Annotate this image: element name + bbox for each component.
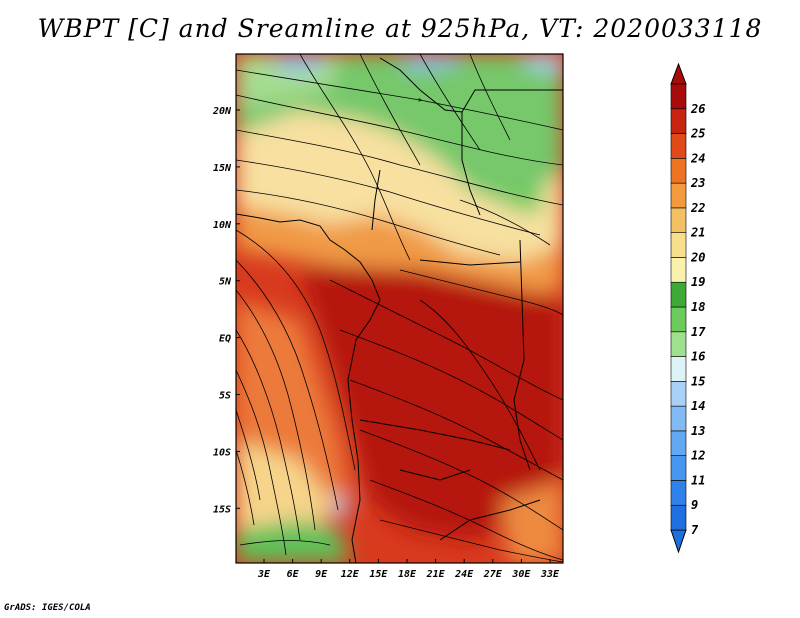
lat-tick-label: 15N: [213, 163, 232, 174]
lon-tick-label: 21E: [426, 569, 446, 580]
colorbar-label: 16: [691, 350, 705, 364]
colorbar-segment: [670, 381, 687, 407]
colorbar-label: 9: [691, 498, 698, 512]
lat-tick-label: 10S: [213, 447, 231, 458]
colorbar-label: 12: [691, 449, 705, 463]
lat-tick-label: 5S: [219, 391, 231, 402]
map-frame: [235, 53, 564, 564]
colorbar-label: 13: [691, 424, 705, 438]
colorbar-segment: [670, 83, 687, 110]
colorbar-label: 22: [690, 201, 705, 215]
colorbar-label: 23: [690, 176, 705, 190]
colorbar-segment: [670, 480, 687, 506]
colorbar-segment: [670, 232, 687, 258]
lon-tick-label: 9E: [315, 569, 328, 580]
colorbar-segment: [670, 455, 687, 481]
lat-tick-label: 15S: [213, 504, 231, 515]
colorbar-label: 11: [691, 473, 705, 487]
colorbar-segment: [670, 133, 687, 159]
colorbar-label: 19: [691, 275, 705, 289]
lat-tick-label: EQ: [219, 334, 231, 345]
lat-tick-label: 10N: [213, 220, 232, 231]
lon-tick-label: 12E: [341, 569, 360, 580]
colorbar-segment: [670, 108, 687, 134]
colorbar-segment: [670, 356, 687, 382]
colorbar-label: 25: [690, 127, 705, 141]
lon-tick-label: 27E: [483, 569, 503, 580]
streamlines: [236, 54, 563, 563]
colorbar-label: 14: [691, 399, 705, 413]
colorbar-label: 7: [691, 523, 699, 537]
latitude-axis: 20N 15N 10N 5N EQ 5S 10S 15S: [212, 106, 240, 515]
colorbar-segment: [670, 207, 687, 233]
map-title: WBPT [C] and Sreamline at 925hPa, VT: 20…: [37, 14, 763, 43]
lon-tick-label: 18E: [398, 569, 417, 580]
country-borders: [236, 57, 563, 563]
lat-tick-label: 20N: [212, 106, 232, 117]
lat-tick-label: 5N: [219, 277, 232, 288]
colorbar-segment: [670, 158, 687, 184]
lon-tick-label: 33E: [540, 569, 560, 580]
colorbar: 7 9 11 12 13 14 15 16 17 18 19 20 21 22 23 24 25 26: [670, 62, 706, 554]
colorbar-label: 17: [691, 325, 706, 339]
colorbar-segment: [670, 306, 687, 333]
colorbar-label: 20: [690, 250, 705, 264]
colorbar-label: 18: [691, 300, 705, 314]
colorbar-label: 21: [690, 226, 705, 240]
lon-tick-label: 15E: [369, 569, 388, 580]
colorbar-segment: [670, 182, 687, 209]
longitude-axis: 3E 6E 9E 12E 15E 18E 21E 24E 27E 30E 33E: [257, 559, 560, 580]
colorbar-segment: [670, 257, 687, 283]
colorbar-up-icon: [670, 62, 687, 85]
lon-tick-label: 30E: [511, 569, 531, 580]
colorbar-label: 24: [690, 151, 705, 165]
colorbar-segment: [670, 504, 687, 531]
colorbar-segment: [670, 430, 687, 456]
lon-tick-label: 6E: [287, 569, 300, 580]
lon-tick-label: 3E: [257, 569, 271, 580]
credit-label: GrADS: IGES/COLA: [4, 603, 91, 613]
colorbar-label: 26: [690, 102, 705, 116]
colorbar-down-icon: [670, 529, 687, 554]
colorbar-label: 15: [691, 374, 705, 388]
lon-tick-label: 24E: [454, 569, 474, 580]
colorbar-segment: [670, 281, 687, 308]
colorbar-segment: [670, 405, 687, 432]
wbpt-shading: [236, 54, 563, 563]
colorbar-segment: [670, 331, 687, 357]
